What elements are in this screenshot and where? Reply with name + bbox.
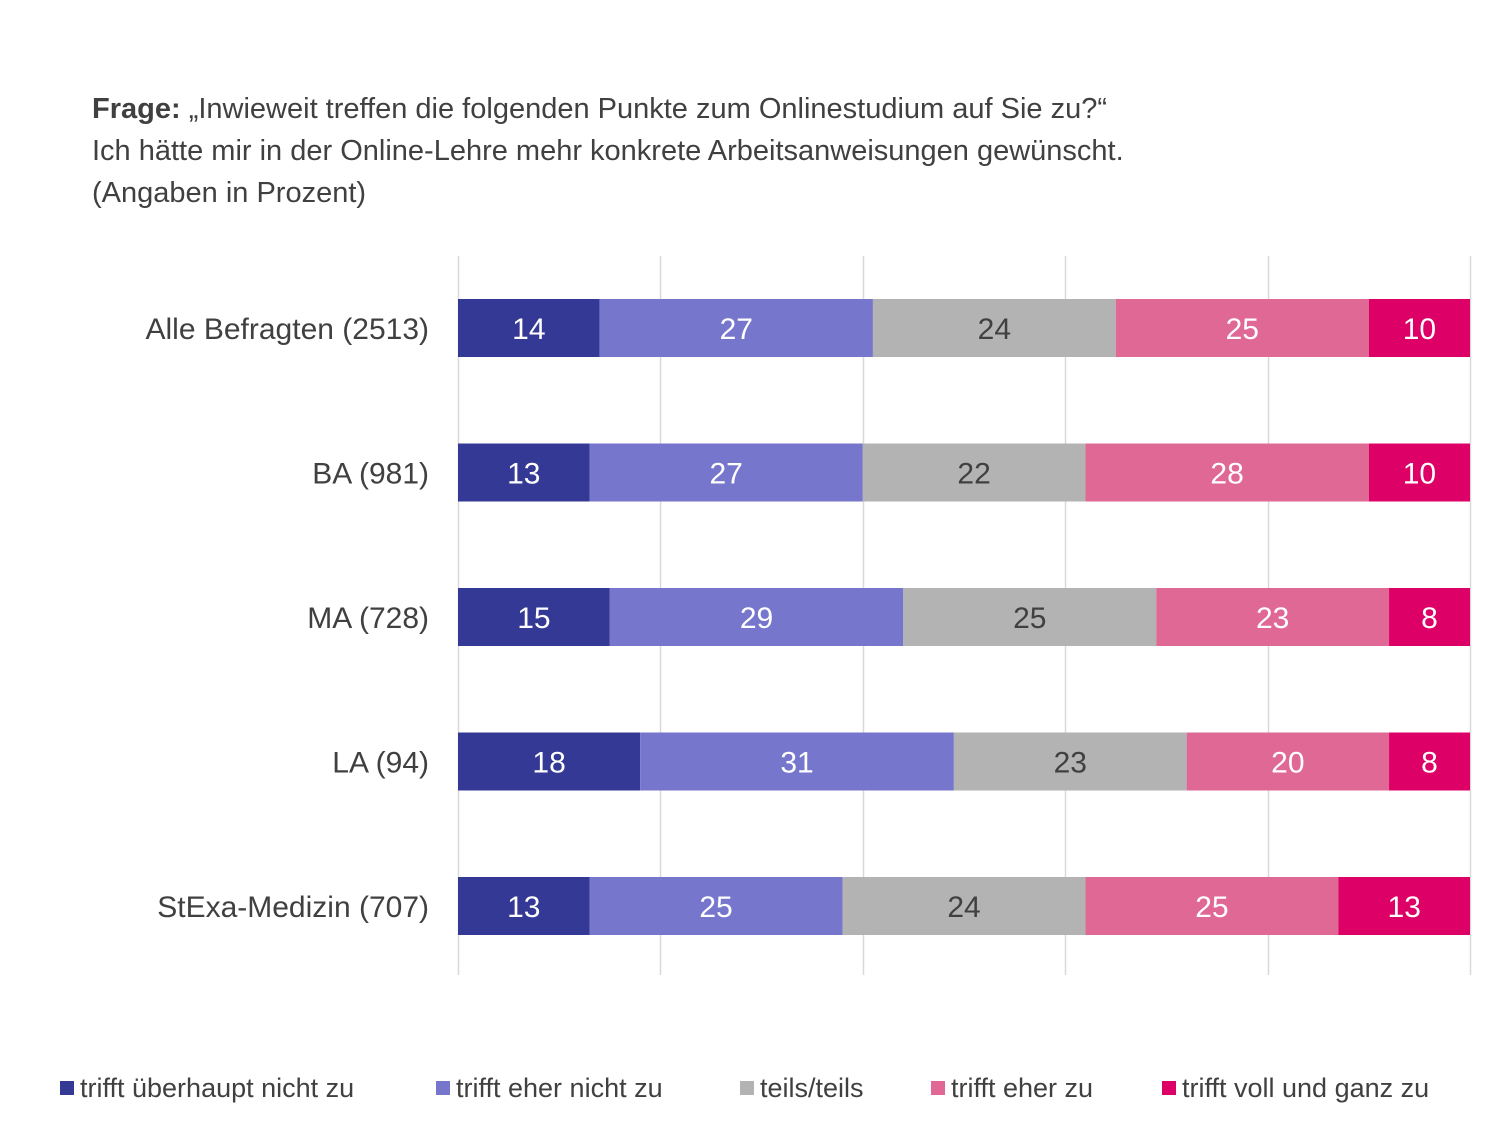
bar-segment [458, 588, 610, 646]
category-label: StExa-Medizin (707) [157, 891, 429, 924]
data-label: 14 [512, 313, 545, 346]
bar-segment [458, 732, 641, 791]
legend-swatch [60, 1081, 74, 1095]
legend-item: trifft voll und ganz zu [1162, 1066, 1429, 1110]
data-label: 23 [1256, 602, 1289, 635]
data-label: 20 [1271, 747, 1304, 780]
legend-item: teils/teils [740, 1066, 864, 1110]
legend-swatch [740, 1081, 754, 1095]
bar-segment [1156, 588, 1390, 646]
data-label: 8 [1421, 602, 1438, 635]
bar-segment [1368, 299, 1470, 357]
chart-title: Frage: „Inwieweit treffen die folgenden … [92, 88, 1392, 214]
data-label: 8 [1421, 747, 1438, 780]
data-label: 24 [947, 891, 980, 924]
data-label: 23 [1054, 747, 1087, 780]
bar-segment [1389, 588, 1470, 646]
data-label: 28 [1210, 458, 1243, 491]
legend-label: trifft überhaupt nicht zu [80, 1072, 355, 1103]
bar-segment [1389, 732, 1470, 791]
title-question-line: Frage: „Inwieweit treffen die folgenden … [92, 88, 1392, 130]
bar-segment [872, 299, 1116, 357]
bar-segment [862, 443, 1086, 502]
bar-segment [458, 299, 600, 357]
legend-label: trifft voll und ganz zu [1182, 1072, 1430, 1103]
bar-segment [1338, 877, 1470, 935]
legend-item: trifft überhaupt nicht zu [60, 1066, 354, 1110]
bar-segment [458, 877, 590, 935]
category-label: Alle Befragten (2513) [145, 313, 429, 346]
bar-segment [609, 588, 904, 646]
data-label: 31 [780, 747, 813, 780]
data-label: 22 [957, 458, 990, 491]
bar-segment [903, 588, 1157, 646]
legend-swatch [436, 1081, 450, 1095]
data-label: 25 [1226, 313, 1259, 346]
bar-segment [640, 732, 954, 791]
category-label: LA (94) [332, 747, 429, 780]
stacked-bar-chart: Alle Befragten (2513) 14 27 24 25 10 BA (981) 1… [145, 256, 1472, 975]
category-label: BA (981) [312, 458, 429, 491]
title-question: „Inwieweit treffen die folgenden Punkte … [180, 93, 1108, 125]
data-label: 25 [1195, 891, 1228, 924]
legend-label: trifft eher zu [951, 1072, 1094, 1103]
bar-segment [589, 443, 863, 502]
bar-segment [1115, 299, 1369, 357]
legend-item: trifft eher nicht zu [436, 1066, 663, 1110]
bar-segment [1186, 732, 1390, 791]
data-label: 13 [1388, 891, 1421, 924]
data-label: 18 [532, 747, 565, 780]
category-label: MA (728) [307, 602, 429, 635]
legend-label: trifft eher nicht zu [456, 1072, 663, 1103]
bar-segment [1085, 443, 1369, 502]
bar-segment [1368, 443, 1470, 502]
data-label: 25 [699, 891, 732, 924]
data-label: 15 [517, 602, 550, 635]
bar-segment [842, 877, 1086, 935]
chart-legend: trifft überhaupt nicht zu trifft eher nic… [0, 1066, 1500, 1110]
data-label: 27 [709, 458, 742, 491]
data-label: 25 [1013, 602, 1046, 635]
title-prefix: Frage: [92, 93, 181, 125]
title-statement: Ich hätte mir in der Online-Lehre mehr k… [92, 135, 1124, 167]
data-label: 13 [507, 891, 540, 924]
data-label: 27 [720, 313, 753, 346]
bar-segment [458, 443, 590, 502]
bar-segment [589, 877, 843, 935]
bar-segment [1085, 877, 1339, 935]
legend-swatch [931, 1081, 945, 1095]
data-label: 29 [740, 602, 773, 635]
data-label: 24 [978, 313, 1011, 346]
data-label: 13 [507, 458, 540, 491]
bar-segment [599, 299, 873, 357]
data-label: 10 [1403, 313, 1436, 346]
bar-segment [953, 732, 1187, 791]
legend-swatch [1162, 1081, 1176, 1095]
data-label: 10 [1403, 458, 1436, 491]
title-note: (Angaben in Prozent) [92, 177, 367, 209]
legend-item: trifft eher zu [931, 1066, 1093, 1110]
legend-label: teils/teils [760, 1072, 864, 1103]
